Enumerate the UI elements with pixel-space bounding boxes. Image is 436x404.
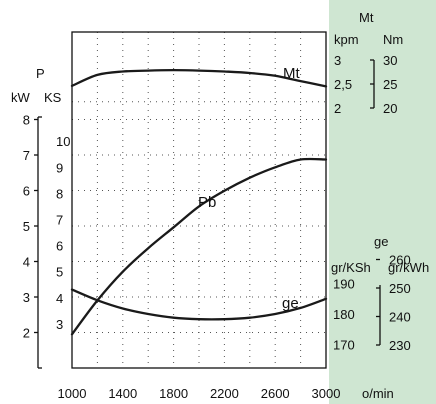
kpm-tick-label: 3 (334, 53, 341, 68)
ks-tick-label: 3 (56, 317, 63, 332)
series-label-ge: ge (282, 295, 299, 312)
torque-axis-title: Mt (359, 10, 374, 25)
x-tick-label: 2200 (210, 386, 239, 401)
grkwh-axis-label: gr/kWh (388, 260, 429, 275)
ks-axis-ticks: 3 4 5 6 7 8 9 10 (56, 134, 70, 332)
ks-tick-label: 5 (56, 265, 63, 280)
x-axis-ticks: 1000 1400 1800 2200 2600 3000 (58, 386, 341, 401)
power-axis-title: P (36, 66, 45, 81)
x-axis-unit-label: o/min (362, 386, 394, 401)
kpm-tick-label: 2,5 (334, 77, 352, 92)
ge-curve (70, 288, 328, 321)
pb-curve (70, 157, 328, 336)
ks-tick-label: 9 (56, 160, 63, 175)
kpm-axis-label: kpm (334, 32, 359, 47)
kw-tick-label: 7 (23, 148, 30, 163)
ks-axis-label: KS (44, 90, 62, 105)
nm-tick-label: 25 (383, 77, 397, 92)
x-tick-label: 1800 (159, 386, 188, 401)
ks-tick-label: 7 (56, 213, 63, 228)
consumption-axis-ticks: 190 180 170 260 250 240 230 (333, 253, 411, 354)
torque-axis-ticks: 3 2,5 2 30 25 20 (334, 53, 397, 116)
ks-tick-label: 6 (56, 239, 63, 254)
grkwh-tick-label: 240 (389, 310, 411, 325)
grksh-tick-label: 180 (333, 307, 355, 322)
series-label-pb: Pb (198, 194, 216, 211)
grkwh-tick-label: 230 (389, 338, 411, 353)
grksh-axis-label: gr/KSh (331, 260, 371, 275)
grksh-tick-label: 190 (333, 277, 355, 292)
consumption-axis-title: ge (374, 234, 388, 249)
x-tick-label: 1400 (108, 386, 137, 401)
ks-tick-label: 10 (56, 134, 70, 149)
kw-axis-ticks: 2 3 4 5 6 7 8 (23, 113, 42, 369)
kw-tick-label: 5 (23, 219, 30, 234)
nm-tick-label: 20 (383, 101, 397, 116)
x-tick-label: 3000 (312, 386, 341, 401)
series-label-mt: Mt (283, 65, 300, 82)
plot-frame (71, 31, 327, 369)
kw-axis-label: kW (11, 90, 31, 105)
kw-tick-label: 6 (23, 184, 30, 199)
kw-tick-label: 2 (23, 326, 30, 341)
grid (72, 32, 326, 368)
right-axis-panel (329, 0, 436, 404)
grkwh-tick-label: 260 (389, 253, 411, 268)
kw-tick-label: 4 (23, 255, 30, 270)
kw-tick-label: 8 (23, 113, 30, 128)
kpm-tick-label: 2 (334, 101, 341, 116)
nm-tick-label: 30 (383, 53, 397, 68)
kw-tick-label: 3 (23, 290, 30, 305)
ks-tick-label: 4 (56, 291, 63, 306)
x-tick-label: 1000 (58, 386, 87, 401)
mt-curve (70, 68, 328, 88)
curves (70, 68, 328, 336)
grksh-tick-label: 170 (333, 338, 355, 353)
grkwh-tick-label: 250 (389, 281, 411, 296)
ks-tick-label: 8 (56, 186, 63, 201)
nm-axis-label: Nm (383, 32, 403, 47)
x-tick-label: 2600 (261, 386, 290, 401)
